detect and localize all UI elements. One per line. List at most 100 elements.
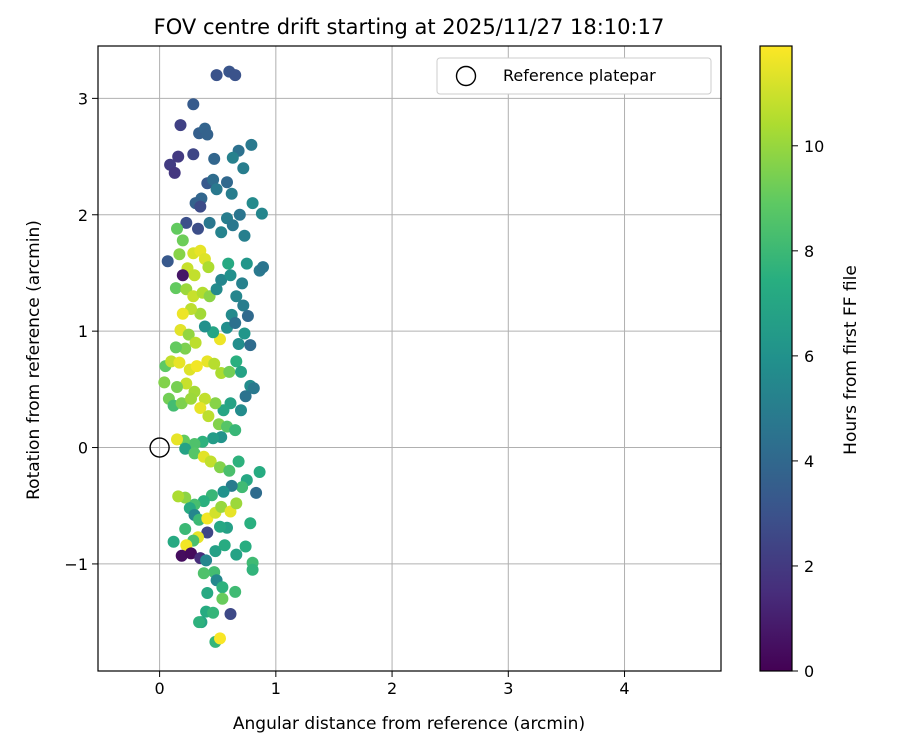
data-point — [182, 328, 195, 341]
colorbar-ticks: 0 2 4 6 8 10 — [792, 137, 824, 681]
data-point — [224, 608, 237, 620]
data-point — [236, 277, 249, 290]
data-point — [185, 392, 197, 405]
data-point — [176, 269, 189, 282]
data-point — [224, 269, 237, 282]
colorbar-tick-label: 4 — [804, 452, 814, 471]
data-point — [208, 357, 221, 370]
data-point — [255, 207, 268, 220]
data-point — [168, 166, 181, 179]
scatter-points — [158, 65, 269, 648]
data-point — [172, 490, 185, 503]
data-point — [161, 255, 174, 268]
data-point — [257, 261, 269, 274]
data-point — [187, 290, 200, 303]
data-point — [229, 424, 242, 437]
data-point — [188, 438, 201, 450]
data-point — [240, 257, 253, 270]
data-point — [158, 376, 171, 389]
data-point — [218, 539, 231, 552]
colorbar-label: Hours from first FF file — [841, 265, 861, 455]
y-axis-label: Rotation from reference (arcmin) — [24, 220, 44, 500]
data-point — [221, 176, 233, 189]
data-point — [253, 466, 266, 478]
data-point — [215, 500, 228, 513]
x-tick-label: 1 — [271, 679, 281, 698]
data-point — [236, 481, 249, 494]
data-point — [237, 299, 250, 312]
data-point — [232, 455, 245, 468]
data-point — [244, 339, 257, 352]
data-point — [214, 632, 226, 645]
data-point — [194, 402, 207, 414]
data-point — [238, 327, 251, 340]
data-point — [226, 219, 239, 232]
chart-title: FOV centre drift starting at 2025/11/27 … — [154, 15, 665, 39]
data-point — [241, 310, 254, 322]
data-point — [169, 341, 182, 354]
colorbar: 0 2 4 6 8 10 Hours from first FF file — [759, 45, 861, 681]
data-point — [250, 486, 263, 499]
data-point — [229, 69, 242, 82]
data-point — [187, 148, 200, 161]
data-point — [188, 269, 201, 282]
data-point — [245, 138, 258, 151]
colorbar-tick-label: 8 — [804, 242, 814, 261]
data-point — [208, 152, 221, 165]
data-point — [235, 404, 247, 417]
data-point — [215, 273, 228, 286]
data-point — [194, 200, 207, 213]
data-point — [187, 98, 200, 111]
data-point — [189, 336, 202, 349]
x-tick-label: 3 — [503, 679, 513, 698]
data-point — [210, 283, 223, 296]
x-tick-label: 2 — [387, 679, 397, 698]
data-point — [214, 461, 226, 474]
data-point — [233, 208, 246, 221]
data-point — [235, 365, 247, 378]
data-point — [180, 216, 193, 229]
data-point — [201, 128, 214, 141]
data-point — [239, 390, 252, 403]
data-point — [210, 183, 223, 196]
data-point — [217, 485, 230, 498]
data-point — [237, 162, 250, 175]
data-point — [201, 587, 214, 599]
data-point — [207, 606, 220, 619]
legend-marker-open-circle — [455, 65, 477, 87]
data-point — [172, 150, 185, 163]
data-point — [225, 187, 238, 200]
x-tick-label: 4 — [619, 679, 629, 698]
data-point — [174, 119, 187, 132]
data-point — [230, 548, 243, 561]
data-point — [230, 290, 243, 303]
data-point — [179, 523, 192, 535]
data-point — [222, 257, 235, 270]
data-point — [207, 173, 220, 186]
reference-platepar-marker — [149, 437, 170, 458]
data-point — [238, 229, 251, 242]
data-point — [216, 592, 229, 605]
data-point — [171, 433, 183, 446]
data-point — [192, 222, 204, 235]
data-point — [215, 226, 228, 239]
data-point — [185, 547, 197, 560]
legend-box — [436, 57, 712, 95]
data-point — [214, 520, 226, 533]
data-point — [229, 585, 242, 598]
data-point — [175, 549, 188, 562]
x-axis-ticks: 0 1 2 3 4 — [155, 671, 630, 698]
data-point — [194, 307, 207, 320]
data-point — [209, 397, 222, 410]
data-point — [244, 517, 257, 530]
data-point — [173, 248, 186, 261]
data-point — [200, 554, 213, 567]
data-point — [232, 338, 245, 350]
data-point — [171, 222, 183, 235]
data-point — [179, 342, 192, 355]
data-point — [230, 497, 243, 510]
y-axis-ticks: −1 0 1 2 3 — [64, 89, 98, 574]
data-point — [216, 581, 229, 594]
data-point — [201, 526, 214, 539]
